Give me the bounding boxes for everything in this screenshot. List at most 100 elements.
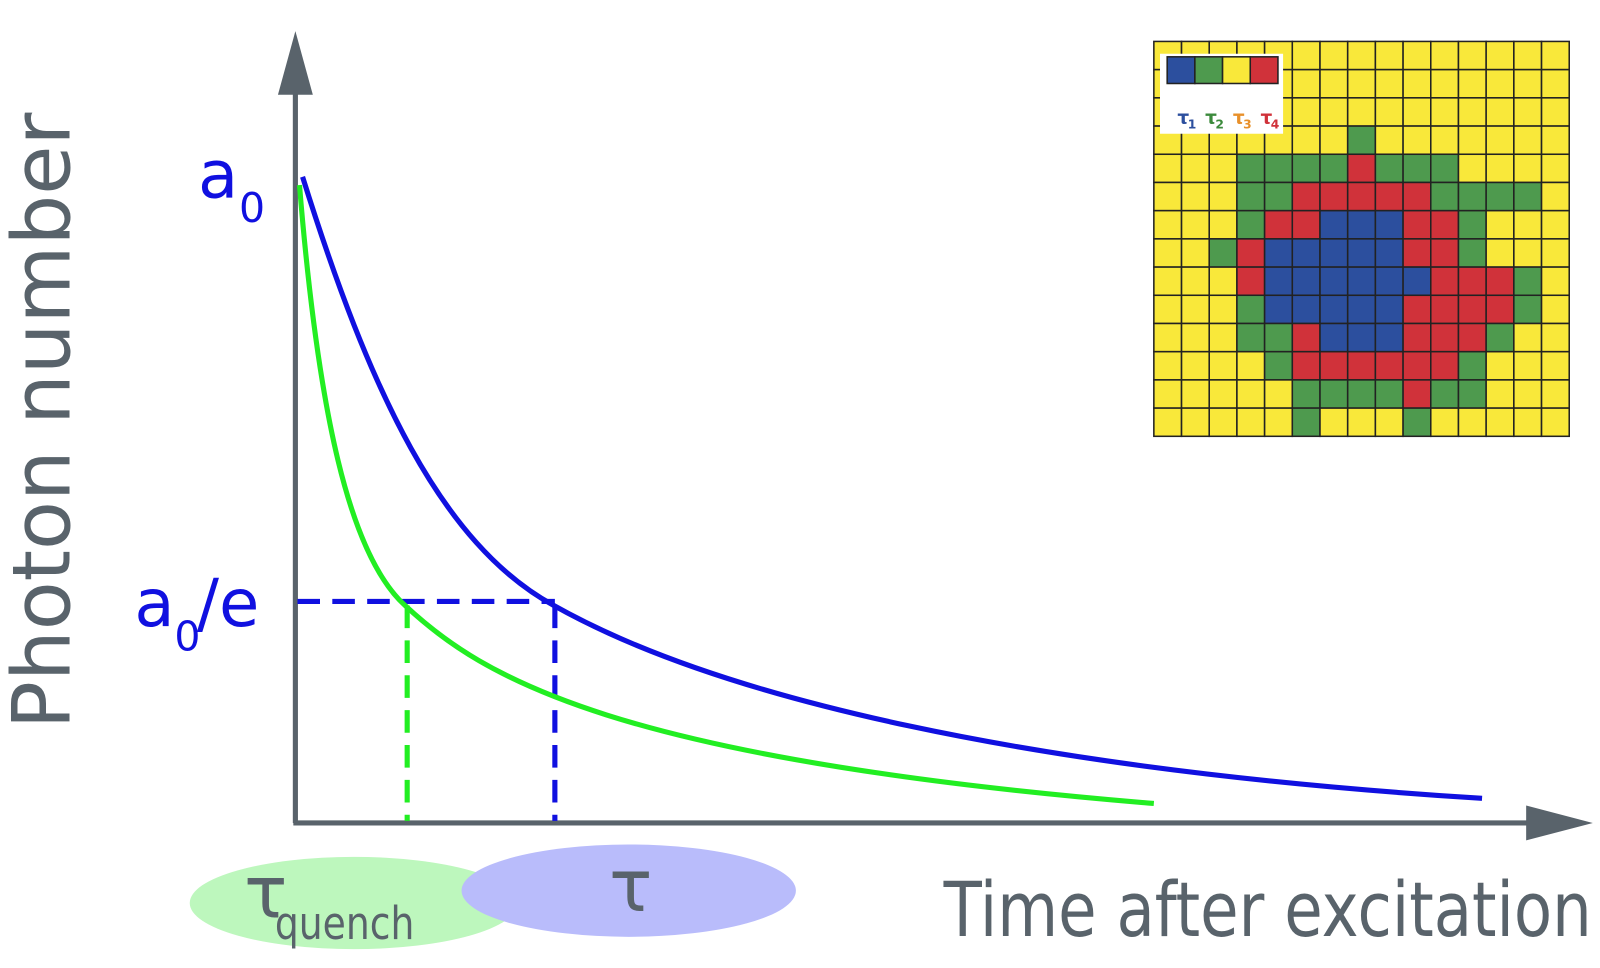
legend-swatch (1194, 56, 1224, 85)
map-cell (1153, 238, 1183, 268)
map-cell (1319, 68, 1349, 99)
x-axis-arrow (1526, 805, 1593, 841)
legend-entry-sub: 1 (1188, 118, 1197, 132)
a0-e-base: a (134, 566, 174, 642)
map-cell (1513, 125, 1543, 156)
map-cell (1319, 97, 1349, 127)
map-cell (1374, 407, 1404, 438)
map-cell (1346, 322, 1377, 353)
map-cell (1540, 125, 1570, 156)
legend-entry-base: τ (1177, 107, 1189, 128)
map-cell (1540, 209, 1570, 240)
map-cell (1485, 407, 1515, 438)
map-cell (1374, 97, 1404, 127)
map-cell (1208, 209, 1238, 240)
map-cell (1180, 379, 1210, 409)
map-cell (1180, 181, 1210, 212)
map-cell (1180, 153, 1210, 184)
tau-quench-label: τ quench (244, 850, 414, 950)
map-cell (1430, 40, 1460, 71)
map-cell (1346, 379, 1377, 409)
map-cell (1263, 350, 1294, 381)
map-cell (1485, 40, 1515, 71)
map-cell (1457, 181, 1487, 212)
legend-entry: τ2 (1205, 107, 1224, 131)
map-cell (1457, 407, 1487, 438)
map-cell (1291, 294, 1321, 325)
map-cell (1263, 266, 1294, 297)
map-cell (1540, 322, 1570, 353)
map-cell (1346, 266, 1377, 297)
map-cell (1291, 266, 1321, 297)
map-cell (1430, 209, 1460, 240)
map-cell (1374, 350, 1404, 381)
map-cell (1513, 322, 1543, 353)
map-cell (1540, 266, 1570, 297)
map-cell (1153, 153, 1183, 184)
map-cell (1291, 379, 1321, 409)
map-cell (1485, 266, 1515, 297)
legend-swatch (1166, 56, 1196, 85)
map-cell (1236, 350, 1266, 381)
map-cell (1513, 97, 1543, 127)
map-cell (1540, 181, 1570, 212)
a0-sub: 0 (239, 184, 265, 232)
map-cell (1513, 350, 1543, 381)
map-cell (1153, 322, 1183, 353)
legend-entry-sub: 3 (1243, 118, 1252, 132)
quenched-decay-curve (296, 184, 1155, 807)
a0-label: a 0 (198, 137, 265, 232)
map-cell (1430, 407, 1460, 438)
map-cell (1291, 125, 1321, 156)
map-cell (1513, 181, 1543, 212)
map-cell (1263, 322, 1294, 353)
map-cell (1430, 266, 1460, 297)
tau-label: τ (609, 844, 652, 928)
map-cell (1374, 181, 1404, 212)
map-cell (1430, 153, 1460, 184)
map-cell (1402, 209, 1432, 240)
map-cell (1485, 238, 1515, 268)
map-cell (1153, 379, 1183, 409)
map-cell (1263, 209, 1294, 240)
map-cell (1430, 238, 1460, 268)
map-cell (1540, 379, 1570, 409)
map-cell (1291, 97, 1321, 127)
map-cell (1346, 238, 1377, 268)
map-cell (1540, 294, 1570, 325)
map-cell (1513, 40, 1543, 71)
map-cell (1430, 181, 1460, 212)
map-cell (1485, 181, 1515, 212)
map-cell (1153, 350, 1183, 381)
map-cell (1263, 379, 1294, 409)
map-cell (1291, 350, 1321, 381)
map-cell (1263, 153, 1294, 184)
map-cell (1457, 40, 1487, 71)
x-axis-label: Time after excitation (943, 866, 1592, 954)
legend-entry-base: τ (1205, 107, 1217, 128)
map-cell (1319, 238, 1349, 268)
legend-swatch (1221, 56, 1252, 85)
map-cell (1236, 153, 1266, 184)
map-cell (1402, 350, 1432, 381)
map-cell (1236, 238, 1266, 268)
map-cell (1208, 350, 1238, 381)
map-cell (1402, 322, 1432, 353)
map-cell (1263, 294, 1294, 325)
tau-quench-bubble (189, 856, 518, 950)
legend-entry: τ3 (1233, 107, 1252, 131)
map-cell (1374, 40, 1404, 71)
map-cell (1485, 153, 1515, 184)
map-cell (1374, 238, 1404, 268)
map-cell (1291, 181, 1321, 212)
map-cell (1374, 125, 1404, 156)
map-cell (1208, 322, 1238, 353)
map-cell (1153, 181, 1183, 212)
map-cell (1263, 181, 1294, 212)
a0-e-label: a 0 /e (134, 566, 259, 661)
map-cell (1346, 350, 1377, 381)
map-cell (1319, 125, 1349, 156)
map-cell (1402, 125, 1432, 156)
map-cell (1180, 238, 1210, 268)
